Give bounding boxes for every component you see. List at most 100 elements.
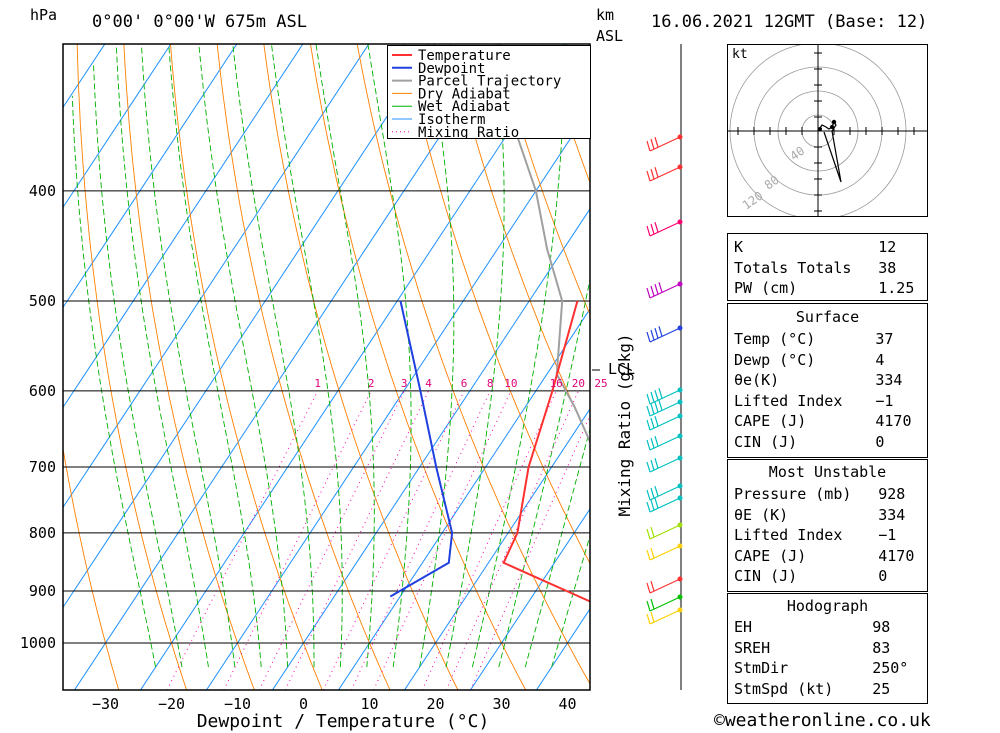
wind-barb-feather	[654, 390, 659, 401]
copyright-link[interactable]: ©weatheronline.co.uk	[714, 710, 931, 731]
hodograph-panel: kt 40 80 120	[727, 42, 928, 220]
wind-barb-feather	[646, 405, 651, 417]
pressure-tick-label: 500	[29, 292, 56, 310]
index-value: 250°	[872, 659, 909, 677]
index-value: 98	[872, 618, 891, 636]
mixing-ratio-line	[445, 390, 579, 690]
index-value: 334	[878, 505, 906, 524]
wind-barb-feather	[650, 499, 655, 511]
mixing-ratio-line	[258, 390, 405, 690]
isotherm-line	[63, 44, 238, 309]
isotherm-line	[404, 408, 590, 690]
wind-barb-staff	[649, 609, 681, 625]
wet-adiabat-line	[498, 277, 590, 668]
mixing-ratio-label: 16	[550, 377, 563, 390]
index-row: θe(K) 334	[730, 370, 925, 391]
legend-label: Temperature	[418, 48, 511, 64]
wind-barb-staff	[649, 166, 681, 182]
dry-adiabat-line	[63, 446, 120, 690]
index-value: 37	[875, 330, 894, 348]
most-unstable-box: Most Unstable Pressure (mb) 928 θE (K) 334…	[727, 459, 928, 592]
mixing-ratio-label: 3	[401, 377, 408, 390]
legend-label: Dry Adiabat	[418, 86, 511, 102]
index-label: Temp (°C)	[734, 330, 816, 348]
wind-barb-feather	[654, 486, 659, 497]
parcel-trajectory-line	[490, 48, 590, 445]
surface-title: Surface	[795, 308, 860, 326]
temperature-line	[502, 300, 590, 603]
index-value: 83	[872, 638, 891, 657]
wind-barb-feather	[654, 222, 659, 233]
wind-barb-staff	[649, 327, 681, 343]
wind-barb-feather	[646, 170, 651, 182]
index-value: 4170	[875, 412, 912, 430]
mixing-ratio-label: 8	[487, 377, 494, 390]
indices-general-box: K 12 Totals Totals 38 PW (cm) 1.25	[727, 233, 928, 301]
temperature-tick-label: 0	[299, 695, 308, 713]
index-row: θE (K) 334	[730, 505, 925, 526]
index-label: θe(K)	[734, 371, 780, 389]
index-row: CIN (J) 0	[730, 432, 925, 453]
mixing-ratio-label: 25	[594, 377, 607, 390]
wind-barb-staff	[649, 401, 681, 417]
wind-barb-feather	[658, 388, 663, 399]
isotherm-line	[272, 208, 590, 690]
wind-barb-feather	[646, 528, 651, 540]
index-label: StmDir	[734, 659, 789, 677]
index-label: Dewp (°C)	[734, 350, 816, 369]
index-label: StmSpd (kt)	[734, 679, 834, 698]
x-axis-label: Dewpoint / Temperature (°C)	[197, 711, 490, 732]
wind-barb-feather	[646, 419, 651, 431]
isotherm-line	[0, 0, 4, 690]
asl-axis-title: ASL	[596, 27, 624, 45]
wind-barb-feather	[646, 613, 651, 625]
hodograph-ring-label: 120	[740, 189, 766, 213]
index-value: 25	[872, 679, 891, 698]
wind-barb-feather	[650, 168, 655, 180]
pressure-tick-label: 400	[29, 182, 56, 200]
index-value: 334	[875, 371, 903, 389]
wind-barb-feather	[654, 436, 659, 447]
index-label: EH	[734, 618, 753, 636]
hodograph-point	[818, 127, 822, 131]
wind-barb-feather	[646, 225, 651, 237]
wind-barb-feather	[650, 611, 655, 623]
wind-barb-feather	[646, 287, 651, 299]
dry-adiabat-line	[356, 44, 590, 685]
wind-barb-staff	[649, 596, 681, 612]
mixing-ratio-line	[284, 390, 429, 690]
wind-barb-feather	[650, 437, 655, 449]
mixing-ratio-line	[223, 390, 372, 690]
wind-barb-staff	[649, 457, 681, 473]
legend-label: Isotherm	[418, 112, 485, 128]
km-axis-title: km	[596, 6, 615, 24]
wind-barb-feather	[650, 285, 655, 297]
pressure-tick-label: 1000	[20, 634, 56, 652]
index-row: Dewp (°C) 4	[730, 350, 925, 371]
wet-adiabat-line	[71, 95, 157, 668]
dry-adiabat-line	[263, 44, 459, 690]
wind-barb-staff	[649, 283, 681, 299]
index-label: Lifted Index	[734, 526, 843, 544]
temperature-tick-label: 30	[492, 695, 510, 713]
legend-label: Mixing Ratio	[418, 125, 519, 138]
hodograph-point	[830, 125, 834, 129]
wind-barb-feather	[654, 328, 659, 339]
index-label: Totals Totals	[734, 258, 852, 277]
index-row: Pressure (mb) 928	[730, 484, 925, 505]
wind-barb-feather	[646, 439, 651, 451]
index-label: θE (K)	[734, 505, 789, 524]
dry-adiabat-line	[76, 44, 188, 690]
temperature-tick-label: −10	[224, 695, 251, 713]
location-title: 0°00' 0°00'W 675m ASL	[92, 12, 307, 32]
wind-barb-feather	[654, 284, 659, 295]
hodograph-indices-title: Hodograph	[786, 597, 869, 615]
wind-barb-staff	[649, 221, 681, 237]
isotherm-line	[63, 44, 304, 409]
wind-barb-feather	[646, 489, 651, 501]
wet-adiabat-line	[140, 44, 236, 668]
hodograph-trace	[817, 120, 842, 183]
wet-adiabat-line	[198, 44, 289, 668]
index-value: 928	[878, 485, 906, 503]
isotherm-line	[338, 308, 590, 690]
